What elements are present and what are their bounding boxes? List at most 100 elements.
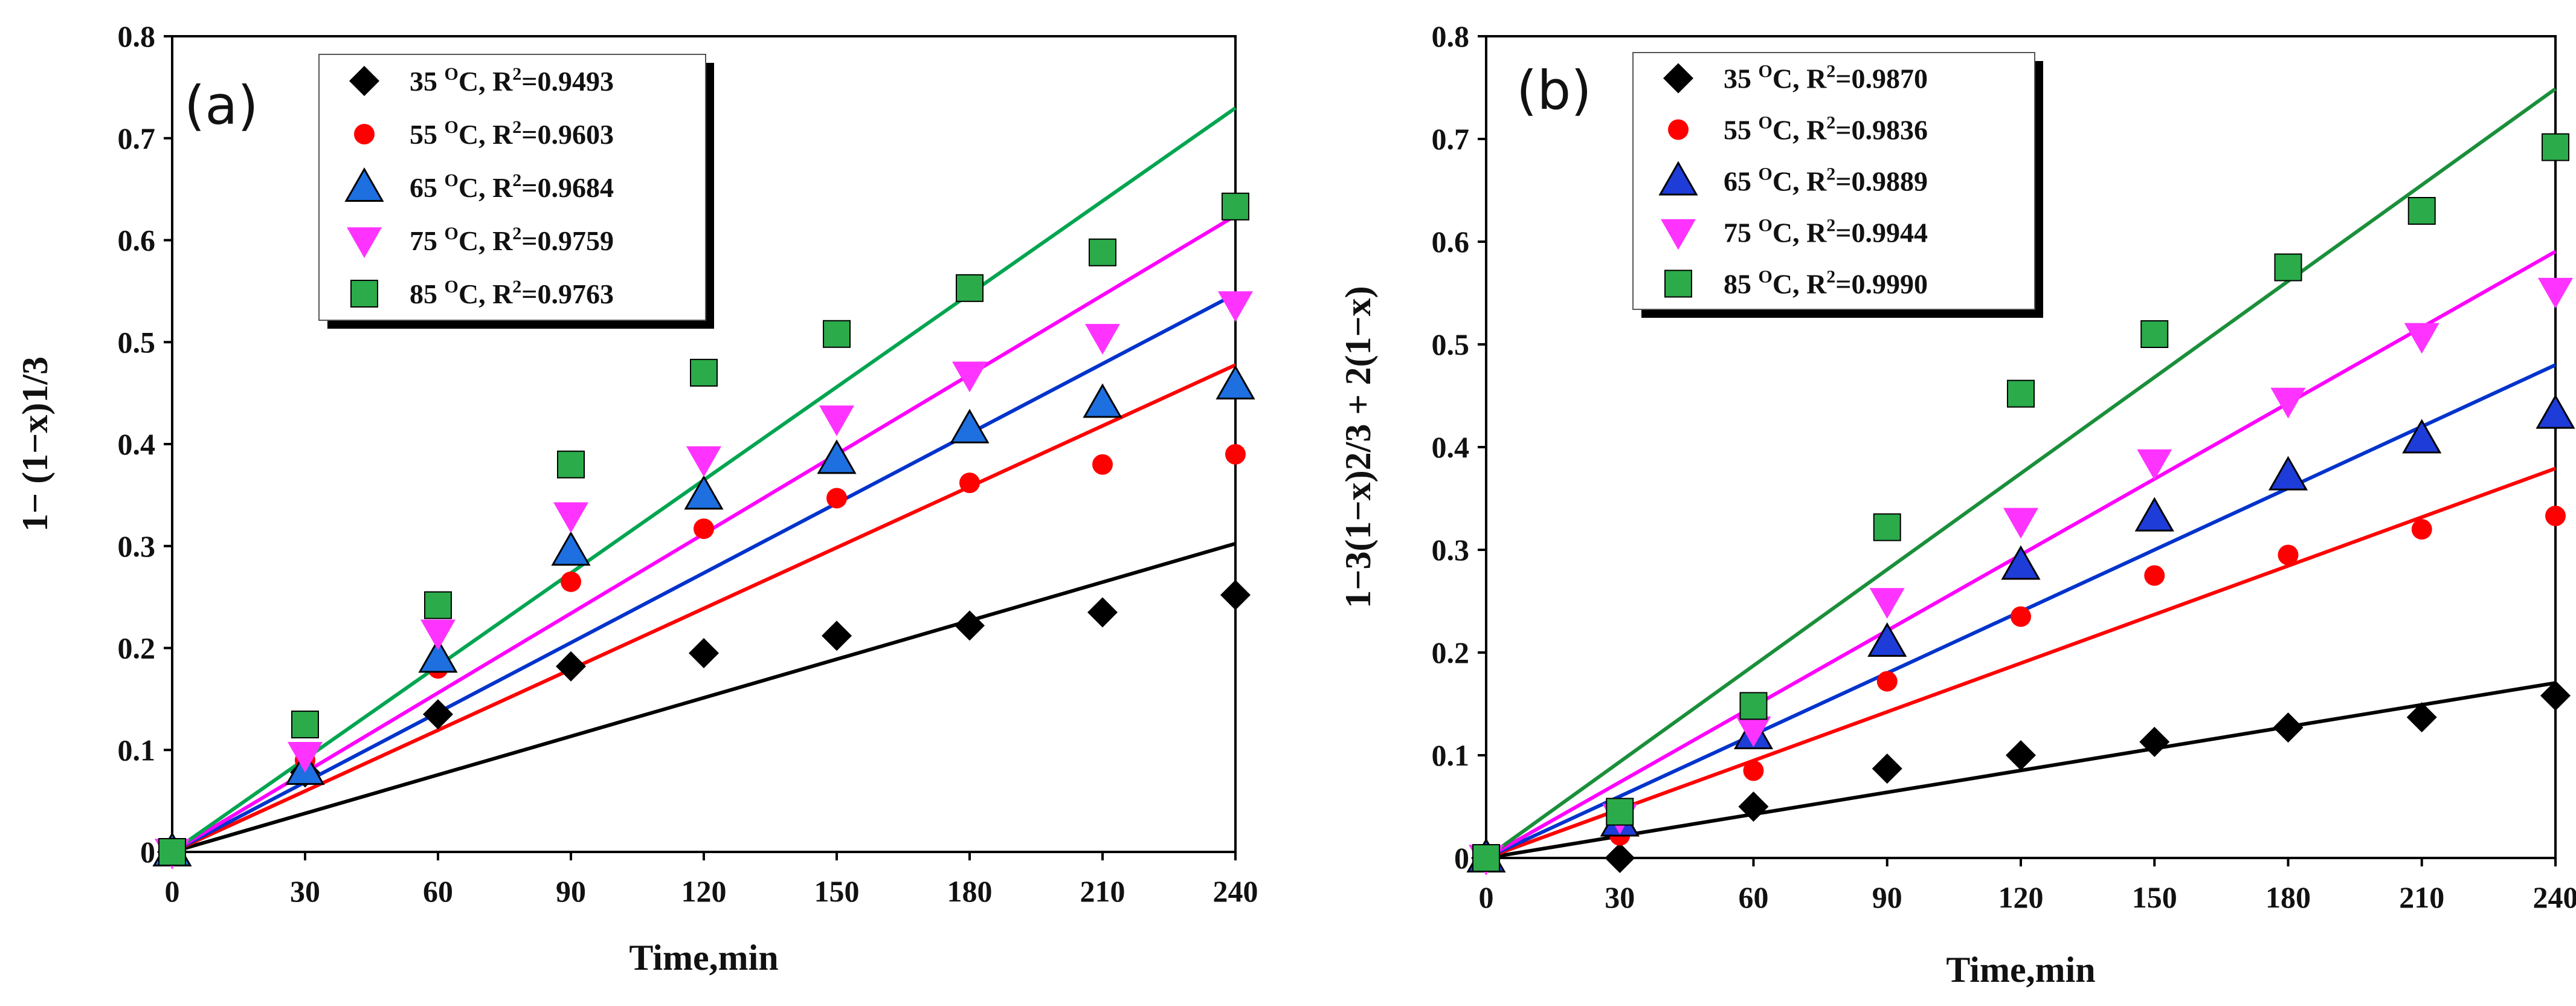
- y-tick-label: 0: [140, 835, 155, 869]
- fit-line-55C: [1485, 466, 2557, 860]
- panel-label: (b): [1516, 59, 1592, 121]
- data-point: [1872, 753, 1902, 784]
- data-point: [1087, 597, 1118, 628]
- data-point: [158, 838, 186, 866]
- y-tick-label: 0: [1454, 841, 1469, 875]
- x-tick-label: 150: [2132, 880, 2177, 914]
- data-point: [684, 475, 724, 510]
- data-point: [291, 711, 319, 739]
- data-point: [2538, 277, 2573, 309]
- data-point: [1738, 792, 1769, 822]
- legend-label: 65 OC, R2=0.9684: [410, 170, 614, 203]
- fit-line-55C: [171, 363, 1237, 854]
- y-tick-label: 0.1: [1432, 738, 1470, 772]
- data-point: [2542, 133, 2569, 161]
- series-65C: [1466, 394, 2575, 872]
- data-point: [418, 638, 458, 673]
- data-point: [1869, 588, 1905, 619]
- x-tick-label: 240: [2533, 880, 2576, 914]
- data-point: [424, 591, 452, 619]
- data-point: [1472, 844, 1500, 872]
- x-tick-label: 240: [1213, 874, 1258, 908]
- data-point: [950, 408, 990, 443]
- legend-marker: [1661, 219, 1696, 250]
- y-axis-title: 1−3(1−x)2/3 + 2(1−x): [1338, 286, 1378, 608]
- data-point: [2273, 712, 2304, 743]
- data-point: [955, 610, 985, 641]
- legend-item-85C: 85 OC, R2=0.9990: [1664, 267, 1928, 300]
- x-axis-title: Time,min: [629, 938, 778, 978]
- data-point: [2270, 387, 2306, 419]
- data-point: [1225, 443, 1246, 465]
- legend-item-55C: 55 OC, R2=0.9603: [354, 117, 614, 150]
- data-point: [2274, 253, 2302, 282]
- legend-label: 85 OC, R2=0.9763: [410, 277, 614, 309]
- legend-label: 55 OC, R2=0.9836: [1724, 113, 1928, 146]
- data-point: [2411, 519, 2432, 540]
- data-point: [952, 361, 987, 393]
- data-point: [1092, 454, 1113, 475]
- data-point: [1216, 365, 1255, 400]
- x-tick-label: 210: [2399, 880, 2444, 914]
- data-point: [553, 502, 588, 534]
- data-point: [823, 320, 851, 348]
- legend-item-85C: 85 OC, R2=0.9763: [350, 277, 614, 309]
- y-tick-label: 0.8: [118, 19, 156, 53]
- x-tick-label: 210: [1080, 874, 1125, 908]
- y-tick-label: 0.4: [1432, 430, 1470, 464]
- data-point: [2278, 544, 2299, 566]
- y-tick-label: 0.5: [118, 325, 156, 359]
- data-point: [1743, 760, 1764, 781]
- fit-line-35C: [172, 541, 1236, 854]
- data-point: [2545, 505, 2566, 526]
- data-point: [561, 571, 581, 592]
- x-tick-label: 90: [1872, 880, 1902, 914]
- y-tick-label: 0.2: [1432, 636, 1470, 669]
- legend-item-55C: 55 OC, R2=0.9836: [1668, 113, 1928, 146]
- data-point: [1085, 324, 1120, 355]
- data-point: [1083, 383, 1122, 418]
- data-point: [1605, 843, 1635, 873]
- data-point: [2540, 680, 2571, 711]
- data-point: [1873, 513, 1901, 541]
- data-point: [556, 651, 586, 682]
- y-tick-label: 0.5: [1432, 327, 1470, 361]
- panel-label: (a): [184, 74, 259, 137]
- series-75C: [155, 291, 1253, 869]
- data-point: [1222, 192, 1249, 221]
- data-point: [2134, 497, 2174, 532]
- x-tick-label: 30: [290, 874, 320, 908]
- y-tick-label: 0.4: [118, 427, 156, 461]
- data-point: [2140, 320, 2169, 348]
- data-point: [423, 699, 453, 730]
- legend: 35 OC, R2=0.9493 55 OC, R2=0.9603 65 OC, R…: [318, 54, 706, 321]
- x-tick-label: 30: [1605, 880, 1635, 914]
- data-point: [2406, 702, 2437, 733]
- data-point: [1218, 291, 1253, 322]
- y-tick-label: 0.3: [118, 529, 156, 563]
- data-point: [1089, 238, 1116, 266]
- data-point: [2001, 545, 2041, 580]
- data-point: [2006, 740, 2036, 770]
- x-tick-label: 120: [1998, 880, 2044, 914]
- data-point: [288, 741, 323, 773]
- legend-item-75C: 75 OC, R2=0.9944: [1661, 216, 1928, 250]
- legend-label: 85 OC, R2=0.9990: [1724, 267, 1928, 300]
- legend-label: 75 OC, R2=0.9944: [1724, 216, 1928, 248]
- legend-marker: [350, 280, 378, 308]
- x-tick-label: 60: [423, 874, 453, 908]
- data-point: [690, 358, 718, 387]
- y-tick-label: 0.3: [1432, 533, 1470, 567]
- data-point: [686, 446, 721, 477]
- y-tick-label: 0.7: [1432, 122, 1470, 156]
- legend: 35 OC, R2=0.9870 55 OC, R2=0.9836 65 OC, R…: [1632, 52, 2035, 310]
- series-35C: [1471, 680, 2571, 873]
- fit-line-35C: [1486, 681, 2556, 860]
- legend-marker: [1664, 269, 1692, 298]
- data-point: [817, 439, 857, 474]
- data-point: [2536, 394, 2575, 429]
- x-tick-label: 60: [1739, 880, 1769, 914]
- legend-label: 35 OC, R2=0.9870: [1724, 62, 1928, 94]
- data-point: [557, 450, 585, 479]
